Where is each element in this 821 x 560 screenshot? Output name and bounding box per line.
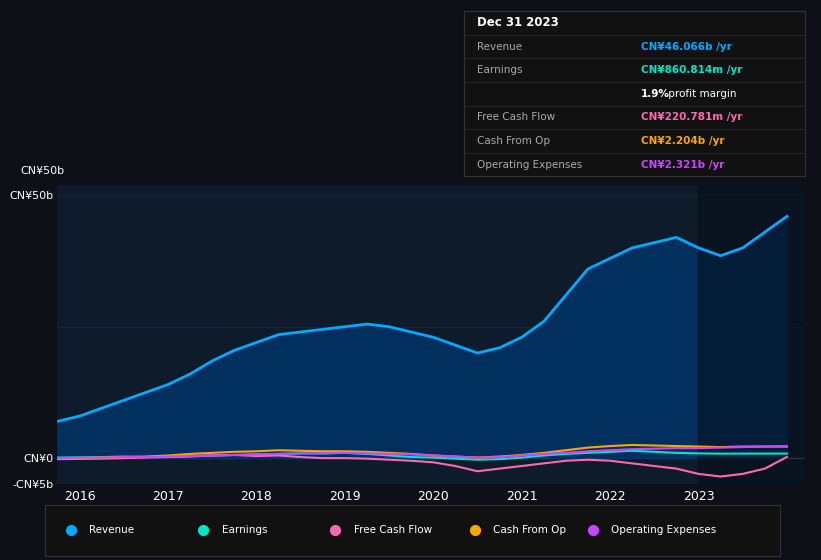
Text: Earnings: Earnings bbox=[478, 65, 523, 75]
Text: Cash From Op: Cash From Op bbox=[478, 136, 551, 146]
Text: Free Cash Flow: Free Cash Flow bbox=[354, 525, 432, 535]
Text: Earnings: Earnings bbox=[222, 525, 267, 535]
Text: Free Cash Flow: Free Cash Flow bbox=[478, 113, 556, 123]
Text: Operating Expenses: Operating Expenses bbox=[478, 160, 583, 170]
Text: Operating Expenses: Operating Expenses bbox=[611, 525, 716, 535]
Text: CN¥220.781m /yr: CN¥220.781m /yr bbox=[641, 113, 742, 123]
Text: CN¥860.814m /yr: CN¥860.814m /yr bbox=[641, 65, 742, 75]
Text: Revenue: Revenue bbox=[478, 41, 523, 52]
Text: profit margin: profit margin bbox=[665, 89, 736, 99]
Text: CN¥2.204b /yr: CN¥2.204b /yr bbox=[641, 136, 725, 146]
Text: Dec 31 2023: Dec 31 2023 bbox=[478, 16, 559, 30]
Text: Revenue: Revenue bbox=[89, 525, 135, 535]
Text: CN¥2.321b /yr: CN¥2.321b /yr bbox=[641, 160, 724, 170]
Text: CN¥46.066b /yr: CN¥46.066b /yr bbox=[641, 41, 732, 52]
Text: CN¥50b: CN¥50b bbox=[21, 166, 65, 176]
Text: Cash From Op: Cash From Op bbox=[493, 525, 566, 535]
Bar bbox=[699, 185, 805, 484]
Text: 1.9%: 1.9% bbox=[641, 89, 670, 99]
